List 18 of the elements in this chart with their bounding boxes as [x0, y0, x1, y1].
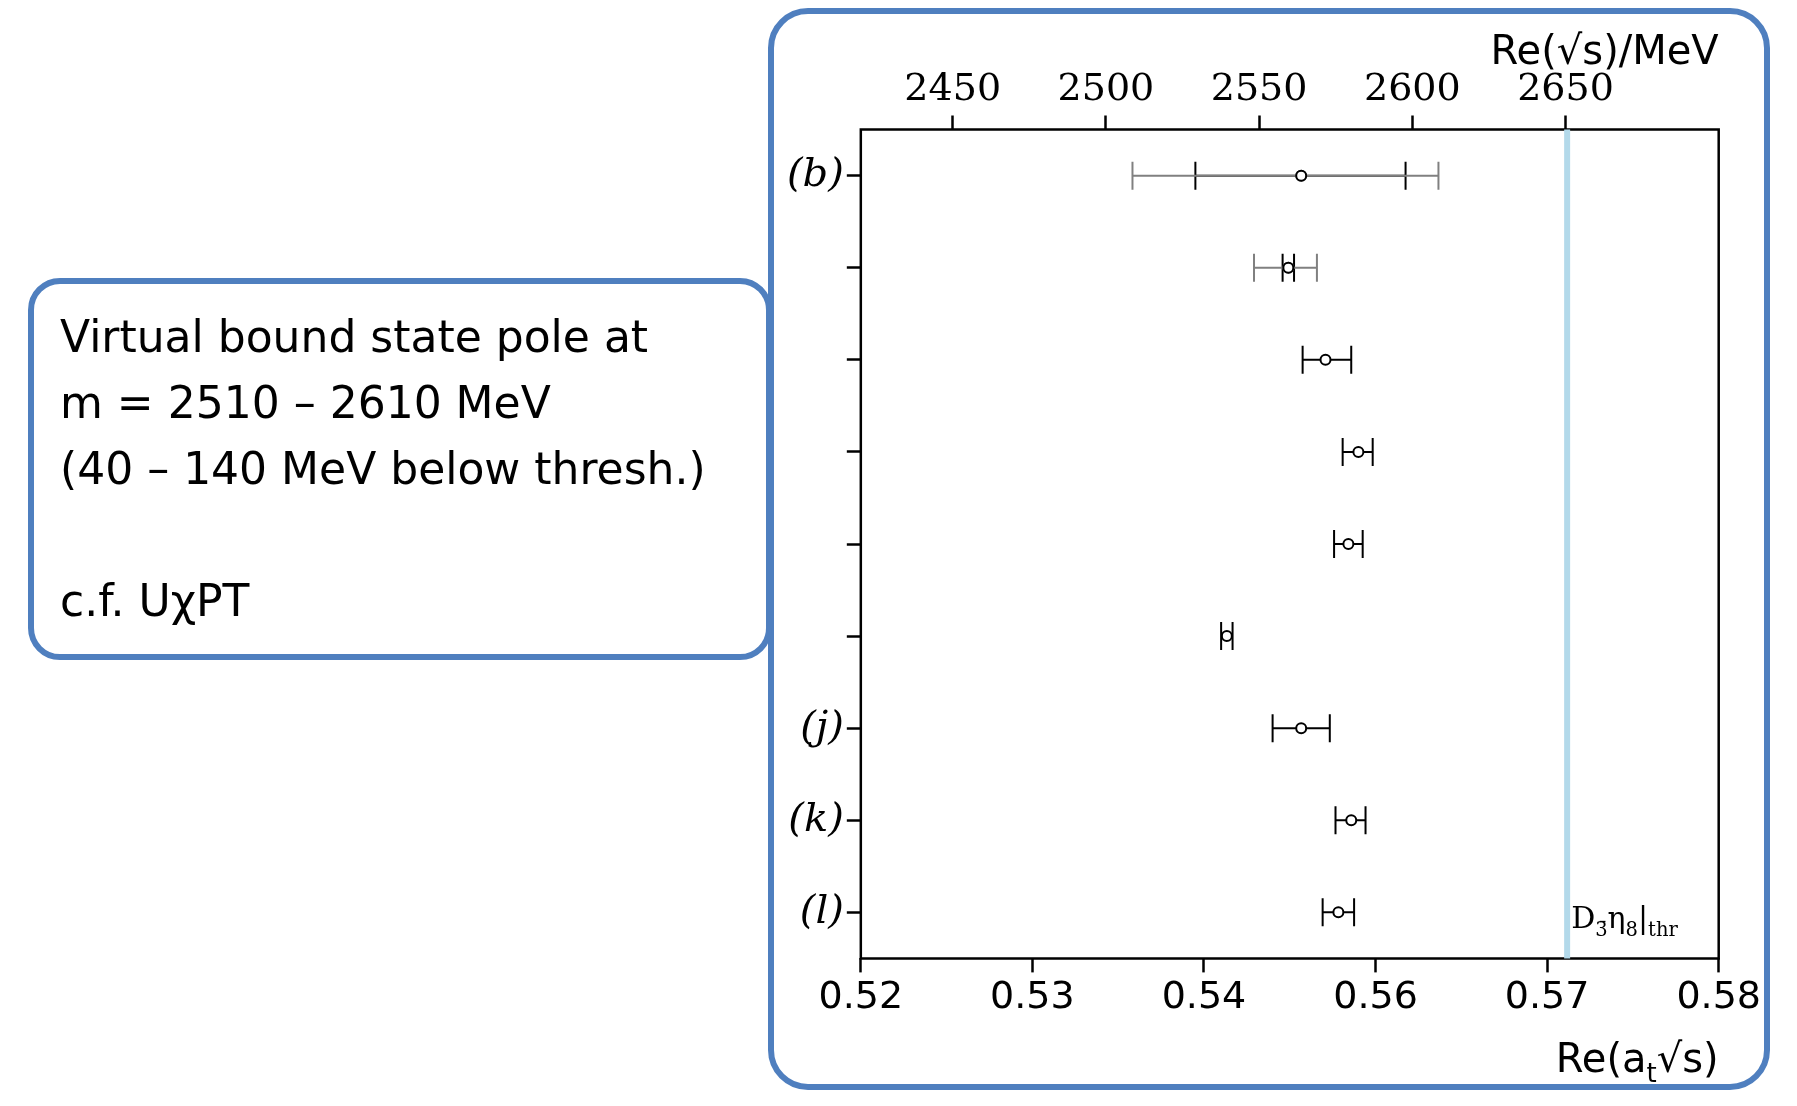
x-tick-label: 0.57	[1504, 973, 1590, 1018]
y-tick-label: (l)	[799, 885, 844, 932]
x-tick-label: 0.58	[1676, 973, 1761, 1018]
x-tick-label: 0.56	[1333, 973, 1418, 1018]
x2-tick-label: 2550	[1210, 64, 1308, 109]
text: m = 2510 – 2610 MeV	[60, 376, 552, 430]
text: c.f. UχPT	[60, 574, 251, 628]
x2-tick-label: 2450	[904, 64, 1002, 109]
text: Virtual bound state pole at	[60, 310, 650, 364]
y-tick-label: (b)	[786, 149, 844, 196]
x2-tick-label: 2600	[1363, 64, 1461, 109]
x-tick-label: 0.53	[990, 973, 1075, 1018]
x2-tick-label: 2500	[1057, 64, 1155, 109]
x-tick-label: 0.52	[818, 973, 904, 1018]
y-tick-label: (k)	[788, 793, 844, 840]
y-tick-label: (j)	[800, 701, 844, 748]
text: (40 – 140 MeV below thresh.)	[60, 442, 707, 496]
x-tick-label: 0.54	[1161, 973, 1247, 1018]
